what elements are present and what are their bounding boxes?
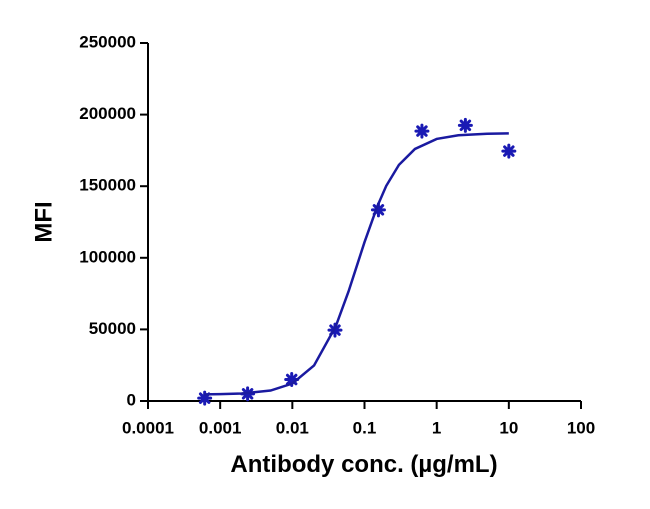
y-tick-label: 50000 [89, 319, 136, 338]
x-axis-title: Antibody conc. (µg/mL) [230, 451, 497, 478]
data-point [414, 123, 430, 139]
x-tick-label: 100 [567, 418, 595, 437]
data-point [197, 390, 213, 406]
y-tick-label: 0 [127, 390, 136, 409]
data-point [284, 372, 300, 388]
y-tick-label: 100000 [79, 247, 136, 266]
data-point [370, 202, 386, 218]
data-point [501, 143, 517, 159]
x-tick-label: 10 [499, 418, 518, 437]
fit-curve [204, 132, 509, 396]
x-tick-label: 0.0001 [122, 418, 174, 437]
y-tick-label: 200000 [79, 104, 136, 123]
x-tick-label: 0.01 [276, 418, 309, 437]
y-tick-label: 150000 [79, 176, 136, 195]
x-tick-label: 1 [432, 418, 441, 437]
y-axis-title: MFI [30, 201, 57, 242]
x-tick-label: 0.1 [353, 418, 377, 437]
x-tick-label: 0.001 [199, 418, 242, 437]
data-point [457, 117, 473, 133]
y-tick-label: 250000 [79, 32, 136, 51]
